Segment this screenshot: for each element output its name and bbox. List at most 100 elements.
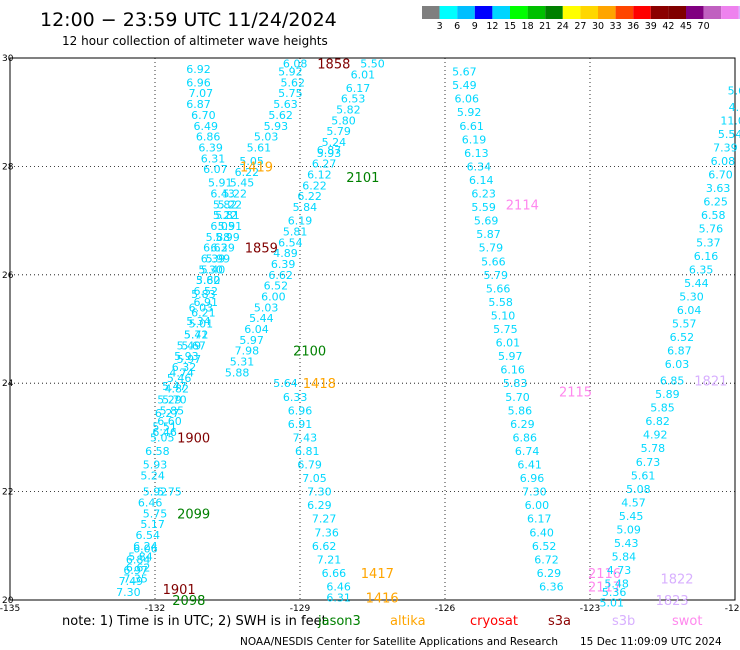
track: 5.705.866.296.866.746.416.967.306.006.17… xyxy=(505,385,592,593)
wave-height-value: 5.99 xyxy=(215,231,240,244)
wave-height-value: 4.73 xyxy=(607,564,632,577)
wave-height-value: 6.27 xyxy=(312,158,337,171)
wave-height-value: 7.30 xyxy=(116,586,141,599)
wave-height-value: 6.62 xyxy=(126,561,151,574)
wave-height-value: 5.30 xyxy=(679,290,704,303)
wave-height-value: 5.82 xyxy=(336,103,361,116)
wave-height-value: 5.66 xyxy=(481,255,506,268)
track: 5.506.016.176.535.825.805.795.245.936.27… xyxy=(225,57,385,379)
colorbar-swatch xyxy=(580,6,598,19)
wave-height-value: 6.31 xyxy=(326,591,351,604)
wave-height-value: 5.80 xyxy=(331,114,356,127)
wave-height-value: 6.05 xyxy=(210,220,235,233)
wave-height-value: 6.24 xyxy=(133,540,158,553)
wave-height-value: 6.87 xyxy=(317,144,342,157)
colorbar-swatch xyxy=(492,6,510,19)
wave-height-value: 5.45 xyxy=(619,510,644,523)
wave-height-value: 6.84 xyxy=(126,553,151,566)
wave-height-value: 6.29 xyxy=(510,418,535,431)
y-tick-label: 28 xyxy=(2,162,14,172)
wave-height-value: 5.79 xyxy=(326,125,351,138)
wave-height-value: 5.75 xyxy=(493,323,518,336)
colorbar-label: 24 xyxy=(557,21,569,32)
wave-height-value: 3.63 xyxy=(706,182,731,195)
wave-height-value: 5.64 xyxy=(273,377,298,390)
track: 5.75 2099 xyxy=(157,486,210,523)
colorbar-swatch xyxy=(474,6,493,19)
colorbar-label: 42 xyxy=(662,21,674,32)
wave-height-value: 6.52 xyxy=(194,285,219,298)
colorbar-label: 45 xyxy=(680,21,692,32)
pass-time-label: 1900 xyxy=(177,431,210,446)
wave-height-value: 5.47 xyxy=(162,380,187,393)
colorbar-label: 12 xyxy=(486,21,498,32)
wave-height-value: 6.87 xyxy=(667,345,692,358)
wave-height-value: 5.24 xyxy=(140,469,165,482)
wave-height-value: 6.22 xyxy=(235,166,260,179)
wave-height-value: 5.88 xyxy=(225,366,250,379)
satellite-legend: jason3 altika cryosat s3a s3b swot xyxy=(317,614,702,629)
colorbar-label: 70 xyxy=(698,21,710,32)
colorbar-swatch xyxy=(510,6,528,19)
track: 1417 xyxy=(361,567,394,582)
wave-height-value: 5.61 xyxy=(247,141,272,154)
wave-height-value: 6.29 xyxy=(537,567,562,580)
satellite-tracks: 6.085.925.625.755.635.625.935.035.615.05… xyxy=(116,57,740,609)
colorbar-swatch xyxy=(615,6,634,19)
colorbar-label: 39 xyxy=(645,21,657,32)
pass-time-label: 2100 xyxy=(293,345,326,360)
colorbar-swatch xyxy=(562,6,581,19)
wave-height-value: 5.66 xyxy=(728,85,740,98)
wave-height-value: 5.22 xyxy=(213,209,238,222)
wave-height-value: 5.70 xyxy=(162,393,187,406)
colorbar-label: 27 xyxy=(574,21,586,32)
wave-height-value: 6.34 xyxy=(467,160,492,173)
colorbar-swatch xyxy=(686,6,704,19)
wave-height-value: 6.91 xyxy=(288,418,313,431)
pass-time-label: 2098 xyxy=(172,594,205,609)
wave-height-value: 5.92 xyxy=(278,66,303,79)
wave-height-value: 5.67 xyxy=(452,66,477,79)
wave-height-value: 6.33 xyxy=(283,391,308,404)
wave-height-value: 6.22 xyxy=(302,179,327,192)
wave-height-value: 6.22 xyxy=(297,190,322,203)
wave-height-value: 5.58 xyxy=(488,296,513,309)
pass-time-label: 1821 xyxy=(694,374,727,389)
wave-height-value: 5.45 xyxy=(230,177,255,190)
pass-time-label: 1822 xyxy=(660,572,693,587)
pass-time-label: 1418 xyxy=(303,377,336,392)
wave-height-value: 5.57 xyxy=(672,318,697,331)
wave-height-value: 5.91 xyxy=(218,220,243,233)
wave-height-value: 7.35 xyxy=(123,572,148,585)
wave-height-value: 6.66 xyxy=(322,567,347,580)
wave-height-value: 5.83 xyxy=(503,377,528,390)
chart-subtitle: 12 hour collection of altimeter wave hei… xyxy=(62,34,328,48)
wave-height-value: 4.3 xyxy=(729,101,740,114)
wave-height-value: 5.72 xyxy=(184,328,209,341)
wave-height-value: 6.19 xyxy=(462,133,487,146)
wave-height-value: 5.97 xyxy=(498,350,523,363)
wave-height-value: 5.44 xyxy=(684,277,709,290)
wave-height-value: 6.07 xyxy=(203,163,228,176)
colorbar-label: 33 xyxy=(610,21,622,32)
pass-time-label: 1901 xyxy=(163,583,196,598)
wave-height-value: 6.31 xyxy=(201,152,226,165)
wave-height-value: 5.97 xyxy=(239,334,264,347)
wave-height-value: 5.43 xyxy=(614,537,639,550)
wave-height-value: 7.30 xyxy=(522,486,547,499)
wave-height-value: 5.63 xyxy=(273,98,298,111)
plot-grid xyxy=(9,57,736,601)
wave-height-value: 4.74 xyxy=(169,366,194,379)
wave-height-value: 4.89 xyxy=(273,247,298,260)
colorbar-swatch xyxy=(527,6,546,19)
wave-height-value: 6.81 xyxy=(295,445,320,458)
wave-height-value: 6.39 xyxy=(198,141,223,154)
wave-height-value: 5.84 xyxy=(293,201,318,214)
wave-height-value: 6.63 xyxy=(203,242,228,255)
wave-height-value: 6.01 xyxy=(351,68,376,81)
wave-height-value: 5.50 xyxy=(360,57,385,70)
wave-height-value: 6.62 xyxy=(312,540,337,553)
track: 2116 xyxy=(588,567,621,582)
wave-height-value: 5.46 xyxy=(167,372,192,385)
